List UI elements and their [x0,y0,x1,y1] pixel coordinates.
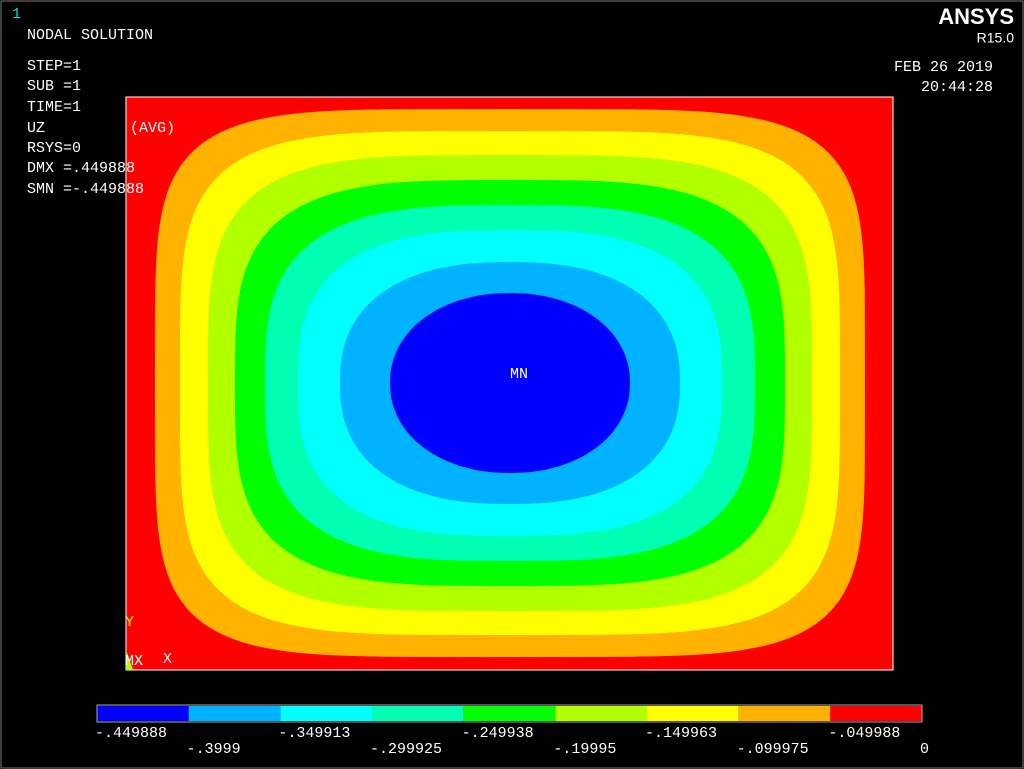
legend-label: -.299925 [370,741,442,758]
legend-swatch [188,706,281,721]
time: 20:44:28 [921,79,993,96]
legend-swatch [738,706,831,721]
legend-swatch [555,706,647,721]
info-line: RSYS=0 [27,140,81,157]
legend-swatch [830,706,922,721]
legend-swatch [463,706,556,721]
contour-band [390,293,630,473]
axis-y: Y [125,614,134,631]
min-label: MN [510,366,528,383]
legend-label: -.19995 [553,741,616,758]
triad-marker [126,650,133,670]
brand-name: ANSYS [938,4,1014,29]
legend-label: -.099975 [737,741,809,758]
version: R15.0 [977,30,1015,46]
legend-label: -.249938 [462,725,534,742]
legend-label: 0 [920,741,929,758]
legend-label: -.449888 [95,725,167,742]
axis-mx: MX [125,653,143,670]
info-line: SMN =-.449888 [27,181,144,198]
legend: -.449888 -.3999 -.349913 -.299925 -.249938 -.… [95,704,929,758]
info-line: SUB =1 [27,78,81,95]
legend-label: -.149963 [645,725,717,742]
legend-swatch [280,706,372,721]
title: NODAL SOLUTION [27,27,153,44]
avg-label: (AVG) [130,120,175,137]
legend-border [96,704,923,723]
legend-label: -.3999 [187,741,241,758]
axis-x: X [163,651,172,668]
info-line: STEP=1 [27,58,81,75]
plot-border [125,96,894,671]
legend-swatch [647,706,739,721]
legend-swatch [97,706,189,721]
legend-label: -.049988 [828,725,900,742]
window-number: 1 [12,6,21,23]
date: FEB 26 2019 [894,59,993,76]
legend-swatch [372,706,464,721]
info-line: TIME=1 [27,99,81,116]
info-line: UZ [27,120,45,137]
info-line: DMX =.449888 [27,160,135,177]
contour-plot [126,97,893,670]
info-block: STEP=1 SUB =1 TIME=1 UZ RSYS=0 DMX =.449888 SM… [27,58,144,198]
legend-label: -.349913 [278,725,350,742]
